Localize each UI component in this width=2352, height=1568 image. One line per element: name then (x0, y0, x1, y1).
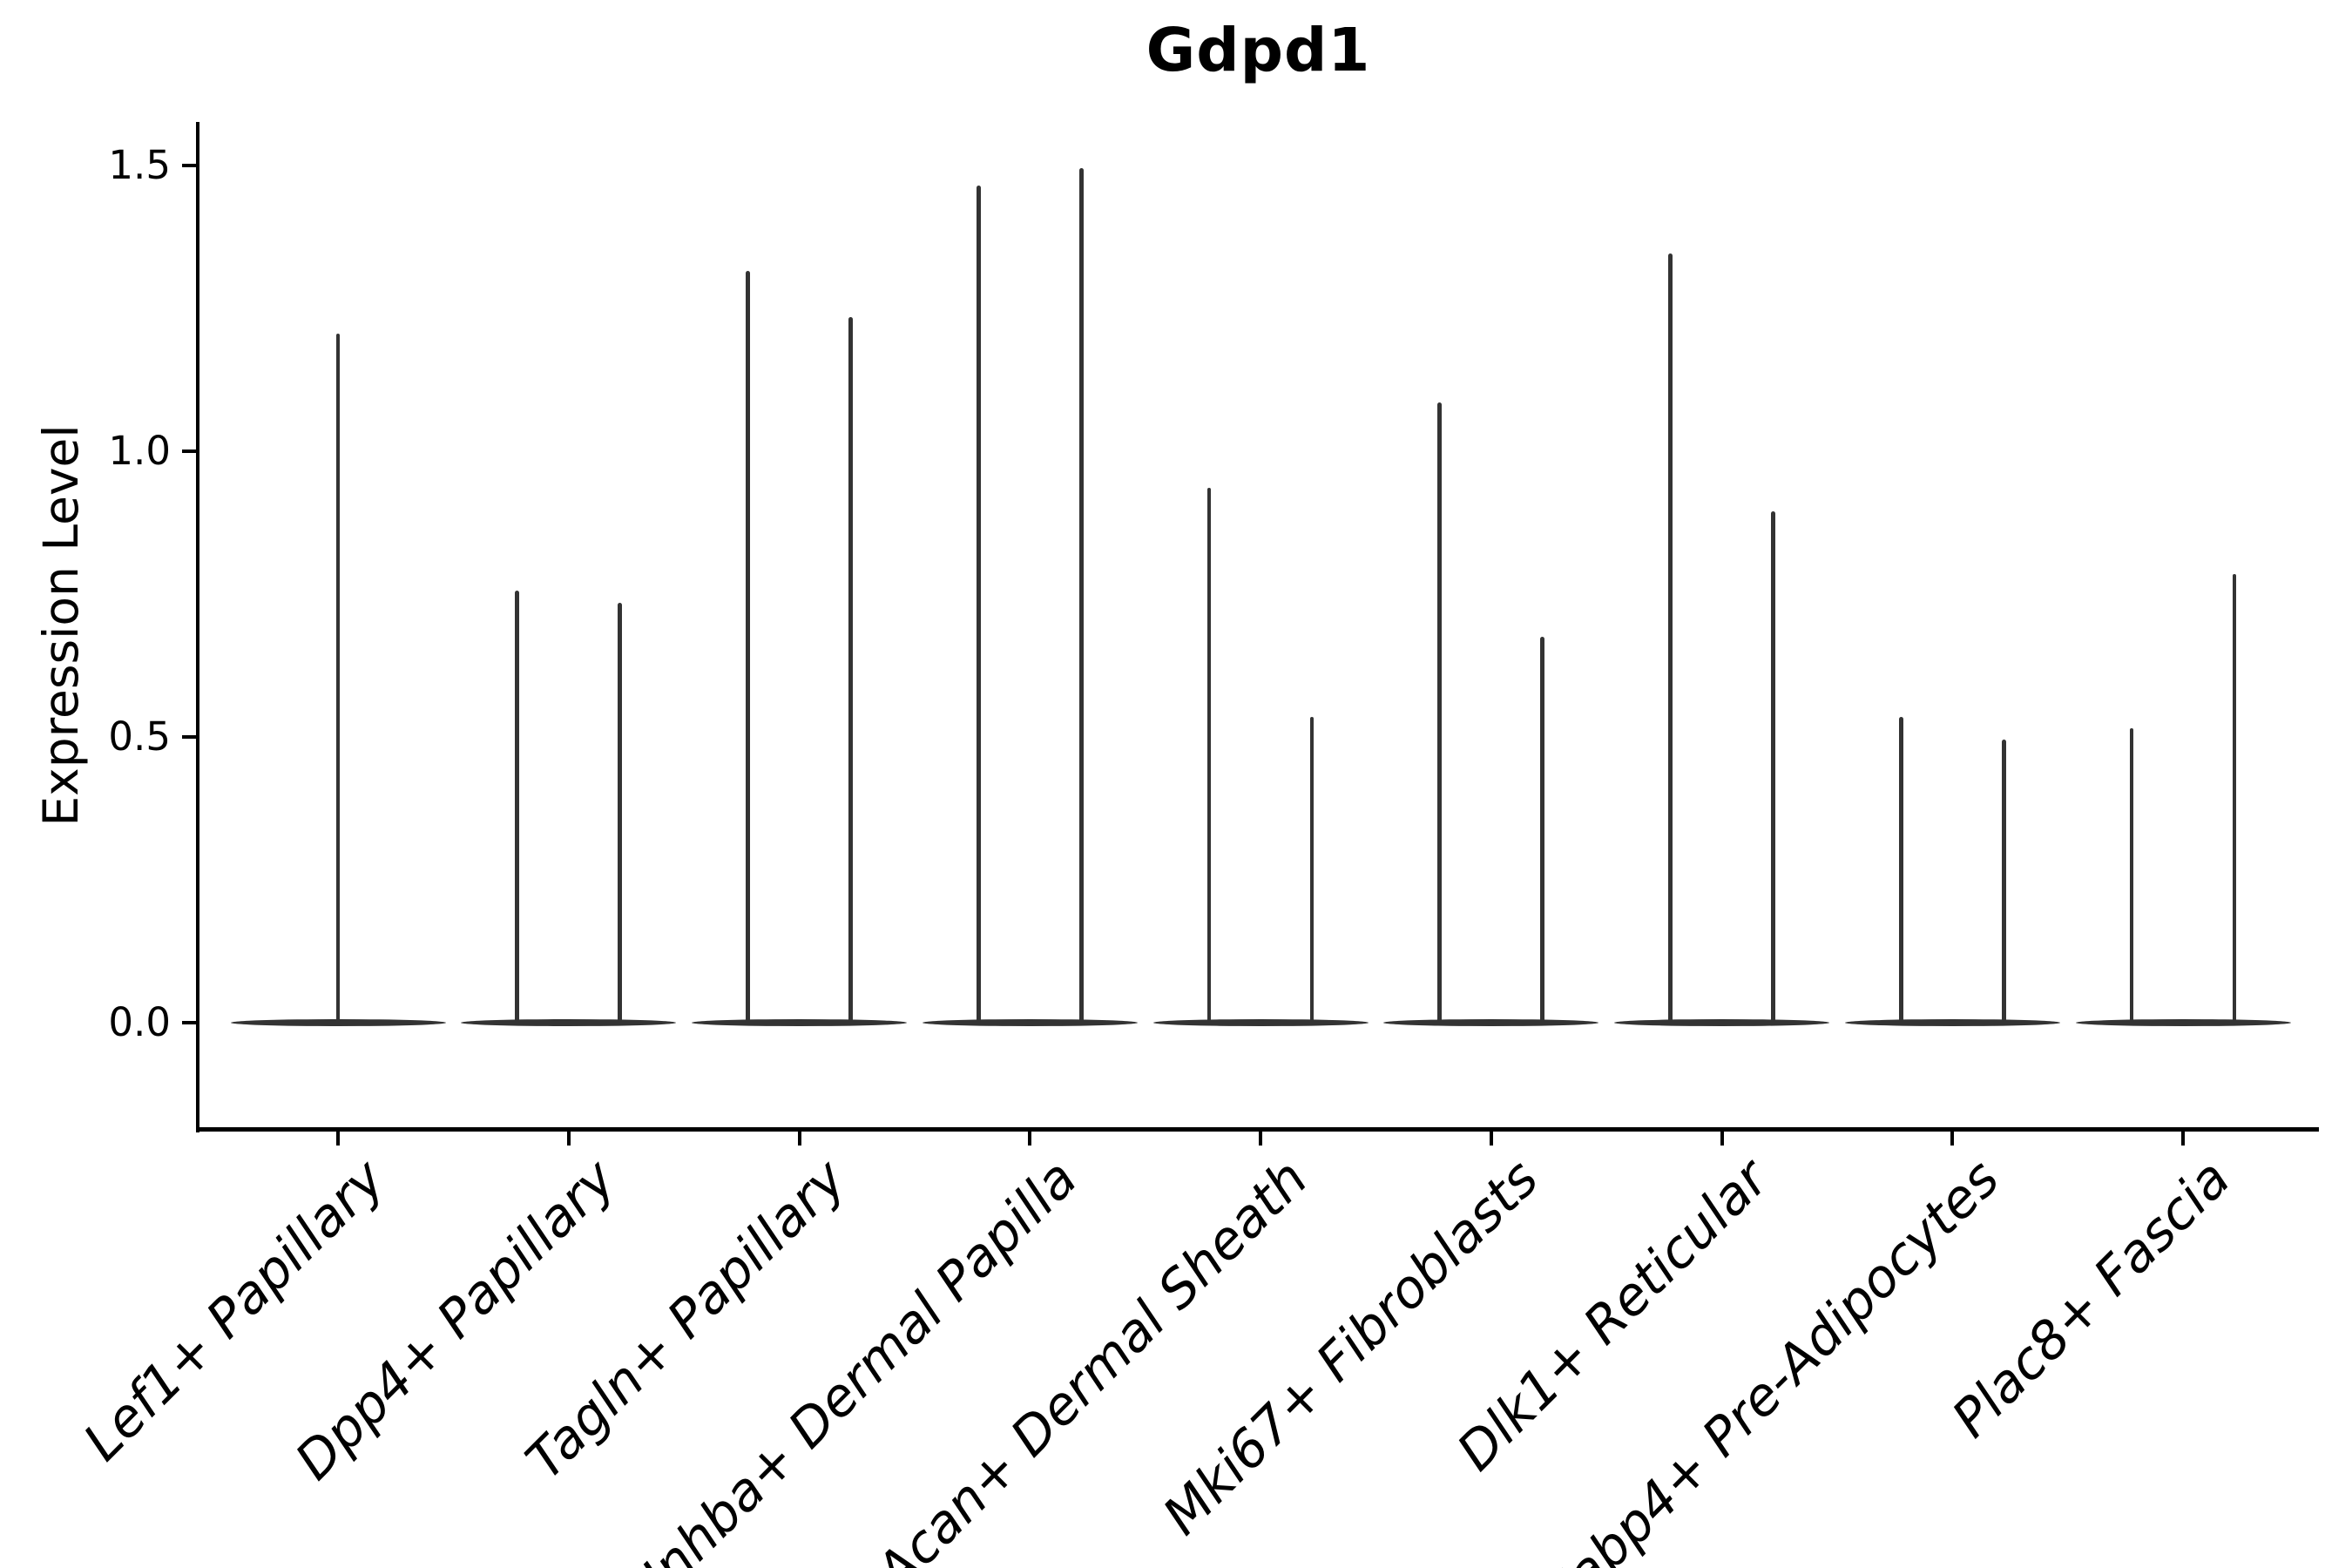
x-tick-mark (1489, 1132, 1493, 1146)
violin-spike (335, 334, 341, 1025)
x-tick-label: Acan+ Dermal Sheath (864, 1148, 1320, 1568)
y-tick-mark (182, 164, 196, 167)
y-tick-mark (182, 449, 196, 453)
violin-spike (848, 316, 853, 1025)
violin-spike (2001, 740, 2006, 1025)
x-tick-label: Mki67+ Fibroblasts (1151, 1148, 1551, 1547)
x-tick-mark (1720, 1132, 1724, 1146)
x-tick-mark (1028, 1132, 1032, 1146)
violin-base (1383, 1019, 1599, 1026)
x-tick-mark (336, 1132, 340, 1146)
violin-base (692, 1019, 907, 1026)
y-tick-label: 1.5 (108, 142, 171, 188)
violin-spike (1540, 636, 1545, 1025)
violin-spike (618, 602, 623, 1025)
y-tick-label: 0.5 (108, 713, 171, 760)
violin-base (2075, 1019, 2291, 1026)
violin-spike (2232, 573, 2237, 1025)
violin-spike (2129, 727, 2134, 1025)
x-tick-mark (2181, 1132, 2185, 1146)
x-tick-mark (566, 1132, 571, 1146)
y-axis-label: Expression Level (33, 424, 89, 827)
y-tick-mark (182, 1021, 196, 1024)
y-tick-label: 1.0 (108, 428, 171, 474)
violin-spike (515, 591, 520, 1025)
violin-spike (746, 271, 750, 1025)
y-tick-label: 0.0 (108, 999, 171, 1045)
violin-spike (1309, 716, 1315, 1025)
violin-spike (1206, 488, 1212, 1025)
violin-base (1614, 1019, 1829, 1026)
violin-base (1844, 1019, 2060, 1026)
x-tick-mark (1259, 1132, 1262, 1146)
chart-title: Gdpd1 (1146, 16, 1371, 85)
violin-base (922, 1019, 1138, 1026)
x-tick-label: Inhba+ Dermal Papilla (630, 1148, 1089, 1568)
violin-spike (1437, 402, 1443, 1025)
x-tick-mark (797, 1132, 801, 1146)
y-tick-mark (182, 735, 196, 739)
violin-spike (1771, 510, 1775, 1025)
y-axis-line (196, 122, 199, 1132)
x-axis-line (196, 1127, 2319, 1132)
violin-base (1152, 1019, 1369, 1026)
violin-base (461, 1019, 677, 1026)
violin-spike (1078, 168, 1084, 1025)
violin-spike (1898, 716, 1903, 1025)
x-tick-mark (1950, 1132, 1955, 1146)
violin-spike (976, 185, 981, 1025)
violin-spike (1668, 253, 1673, 1025)
